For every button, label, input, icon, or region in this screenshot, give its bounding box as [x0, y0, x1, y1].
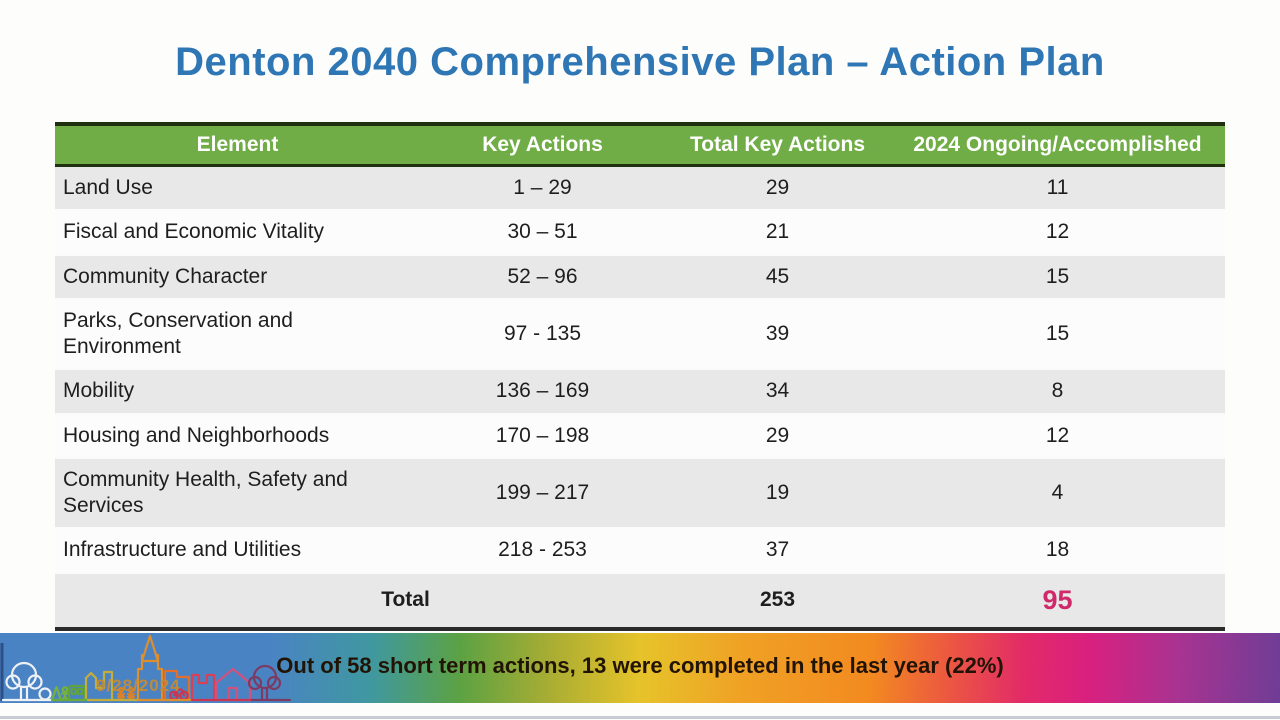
- table-row: Land Use 1 – 29 29 11: [55, 164, 1225, 211]
- cell-element: Land Use: [55, 164, 420, 211]
- cell-accomplished: 15: [890, 297, 1225, 370]
- purple-tree-icon: [247, 664, 282, 702]
- cell-accomplished: 15: [890, 253, 1225, 299]
- cell-total-key-actions: 37: [665, 527, 890, 573]
- cell-element: Community Health, Safety and Services: [55, 456, 420, 529]
- table-row: Infrastructure and Utilities 218 - 253 3…: [55, 527, 1225, 573]
- cell-element: Parks, Conservation and Environment: [55, 297, 420, 370]
- col-header-accomplished: 2024 Ongoing/Accomplished: [890, 122, 1225, 167]
- cell-element: Community Character: [55, 253, 420, 299]
- house-icon: [214, 667, 252, 702]
- cell-element: Fiscal and Economic Vitality: [55, 209, 420, 255]
- table-row: Fiscal and Economic Vitality 30 – 51 21 …: [55, 209, 1225, 255]
- table-row: Community Health, Safety and Services 19…: [55, 456, 1225, 529]
- cell-accomplished: 12: [890, 412, 1225, 458]
- cell-total-key-actions: 29: [665, 412, 890, 458]
- people-icon: [116, 686, 136, 702]
- table-header-row: Element Key Actions Total Key Actions 20…: [55, 122, 1225, 167]
- total-accomplished-value: 95: [890, 571, 1225, 632]
- cell-accomplished: 12: [890, 209, 1225, 255]
- cell-total-key-actions: 45: [665, 253, 890, 299]
- city-skyline-graphic: [0, 634, 292, 702]
- trolley-icon: [67, 684, 87, 702]
- cell-accomplished: 11: [890, 164, 1225, 211]
- slide-date: 9/28/2024: [96, 676, 181, 695]
- notched-building-icon: [190, 673, 216, 702]
- cell-key-actions: 30 – 51: [420, 209, 665, 255]
- table-row: Community Character 52 – 96 45 15: [55, 253, 1225, 299]
- cell-total-key-actions: 34: [665, 368, 890, 414]
- slide-title: Denton 2040 Comprehensive Plan – Action …: [175, 40, 1105, 84]
- footer-bar: 9/28/2024 Out of 58 short term actions, …: [0, 633, 1280, 703]
- footer-note: Out of 58 short term actions, 13 were co…: [276, 653, 1004, 678]
- cell-accomplished: 18: [890, 527, 1225, 573]
- total-key-actions-value: 253: [665, 571, 890, 632]
- cell-total-key-actions: 21: [665, 209, 890, 255]
- bush-icon: [38, 687, 52, 701]
- cell-total-key-actions: 39: [665, 297, 890, 370]
- cell-element: Mobility: [55, 368, 420, 414]
- cell-key-actions: 1 – 29: [420, 164, 665, 211]
- tree-icon: [5, 661, 43, 702]
- action-plan-table: Element Key Actions Total Key Actions 20…: [55, 122, 1225, 632]
- table-row: Parks, Conservation and Environment 97 -…: [55, 297, 1225, 370]
- cell-key-actions: 52 – 96: [420, 253, 665, 299]
- cell-total-key-actions: 19: [665, 456, 890, 529]
- table-total-row: Total 253 95: [55, 571, 1225, 632]
- stepped-building-icon: [163, 669, 191, 702]
- church-icon: [136, 634, 164, 702]
- col-header-element: Element: [55, 122, 420, 167]
- left-edge-accent: [0, 643, 4, 701]
- person-icon: [60, 686, 70, 702]
- table-row: Mobility 136 – 169 34 8: [55, 368, 1225, 414]
- buildings-icon: [84, 670, 114, 702]
- cell-key-actions: 199 – 217: [420, 456, 665, 529]
- cell-element: Infrastructure and Utilities: [55, 527, 420, 573]
- cell-key-actions: 170 – 198: [420, 412, 665, 458]
- cell-accomplished: 4: [890, 456, 1225, 529]
- col-header-total-key-actions: Total Key Actions: [665, 122, 890, 167]
- cell-key-actions: 218 - 253: [420, 527, 665, 573]
- bottom-divider: [0, 716, 1280, 719]
- cell-key-actions: 136 – 169: [420, 368, 665, 414]
- pine-tree-icon: [50, 685, 63, 702]
- cell-key-actions: 97 - 135: [420, 297, 665, 370]
- total-label: Total: [55, 571, 665, 632]
- cell-accomplished: 8: [890, 368, 1225, 414]
- cell-total-key-actions: 29: [665, 164, 890, 211]
- cell-element: Housing and Neighborhoods: [55, 412, 420, 458]
- table-row: Housing and Neighborhoods 170 – 198 29 1…: [55, 412, 1225, 458]
- col-header-key-actions: Key Actions: [420, 122, 665, 167]
